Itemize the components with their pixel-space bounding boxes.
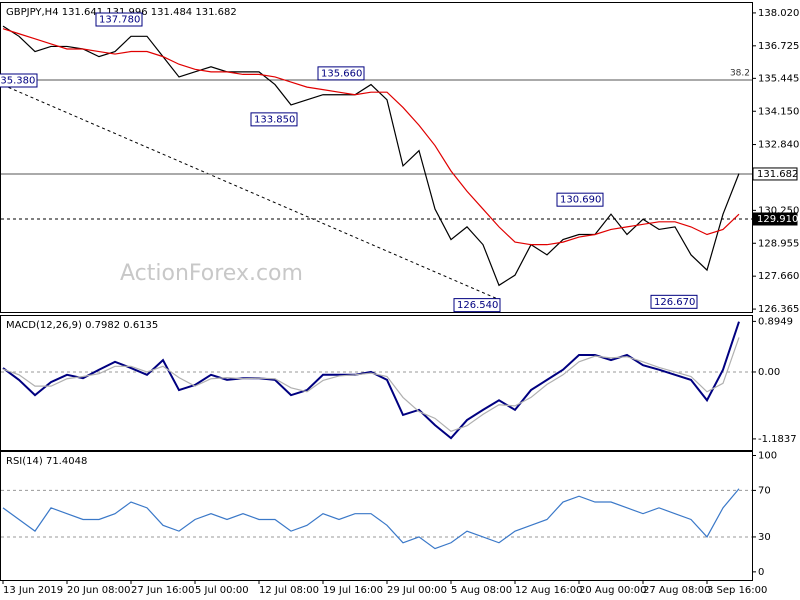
- annotation-box: [556, 192, 604, 207]
- annotation-label: 133.850: [254, 114, 295, 125]
- x-tick-label: 3 Sep 16:00: [707, 585, 767, 596]
- y-tick-label: 135.445: [758, 73, 799, 84]
- level-label: 38.2: [730, 68, 750, 78]
- y-tick-label: 70: [758, 485, 771, 496]
- price-panel: [0, 2, 753, 313]
- y-tick-label: 138.020: [758, 8, 799, 19]
- annotation-box: [250, 112, 298, 127]
- y-tick-label: 100: [758, 450, 777, 461]
- x-tick-label: 5 Jul 00:00: [195, 585, 249, 596]
- y-tick-label: 132.840: [758, 140, 799, 151]
- annotation-box: [317, 66, 365, 81]
- y-tick-label: 0.00: [758, 367, 780, 378]
- y-tick-label: 128.955: [758, 238, 799, 249]
- y-tick-label: -1.1837: [758, 434, 797, 445]
- x-tick-label: 20 Aug 00:00: [579, 585, 646, 596]
- y-tick-label: 130.250: [758, 205, 799, 216]
- series-line: [2, 321, 740, 440]
- y-tick-label: 30: [758, 532, 771, 543]
- series-line: [2, 337, 740, 433]
- y-tick-label: 127.660: [758, 271, 799, 282]
- annotation-box: [95, 12, 143, 27]
- trend-line: [2, 84, 501, 301]
- x-tick-label: 5 Aug 08:00: [451, 585, 512, 596]
- x-tick-label: 12 Aug 16:00: [515, 585, 582, 596]
- panel-title: RSI(14) 71.4048: [6, 456, 87, 467]
- series-line: [2, 488, 740, 550]
- x-tick-label: 29 Jul 00:00: [387, 585, 447, 596]
- annotation-label: 126.540: [457, 300, 498, 311]
- rsi-panel: [0, 451, 753, 581]
- y-tick-label: 126.365: [758, 304, 799, 315]
- annotation-label: 137.780: [99, 15, 140, 26]
- annotation-box: [650, 294, 698, 309]
- y-tick-label: 0.8949: [758, 316, 793, 327]
- x-tick-label: 27 Aug 08:00: [643, 585, 710, 596]
- annotation-label: 126.670: [654, 297, 695, 308]
- macd-panel: [0, 315, 753, 451]
- panel-title: GBPJPY,H4 131.641 131.996 131.484 131.68…: [6, 7, 237, 18]
- panel-title: MACD(12,26,9) 0.7982 0.6135: [6, 320, 158, 331]
- series-line: [2, 28, 740, 246]
- annotation-label: 130.690: [560, 195, 601, 206]
- price-label: 129.910: [757, 214, 798, 225]
- watermark: ActionForex.com: [120, 261, 303, 286]
- x-tick-label: 19 Jul 16:00: [323, 585, 383, 596]
- y-tick-label: 136.725: [758, 41, 799, 52]
- annotation-label: 135.380: [0, 75, 35, 86]
- y-tick-label: 0: [758, 567, 764, 578]
- price-label-box: [752, 167, 798, 181]
- price-label: 131.682: [757, 169, 798, 180]
- annotation-box: [453, 298, 501, 313]
- x-tick-label: 27 Jun 16:00: [131, 585, 195, 596]
- y-tick-label: 134.150: [758, 106, 799, 117]
- x-tick-label: 12 Jul 08:00: [259, 585, 319, 596]
- x-tick-label: 13 Jun 2019: [3, 585, 63, 596]
- series-line: [2, 25, 740, 287]
- x-tick-label: 20 Jun 08:00: [67, 585, 131, 596]
- annotation-box: [0, 73, 38, 88]
- annotation-label: 135.660: [321, 68, 362, 79]
- price-label-box: [752, 212, 798, 226]
